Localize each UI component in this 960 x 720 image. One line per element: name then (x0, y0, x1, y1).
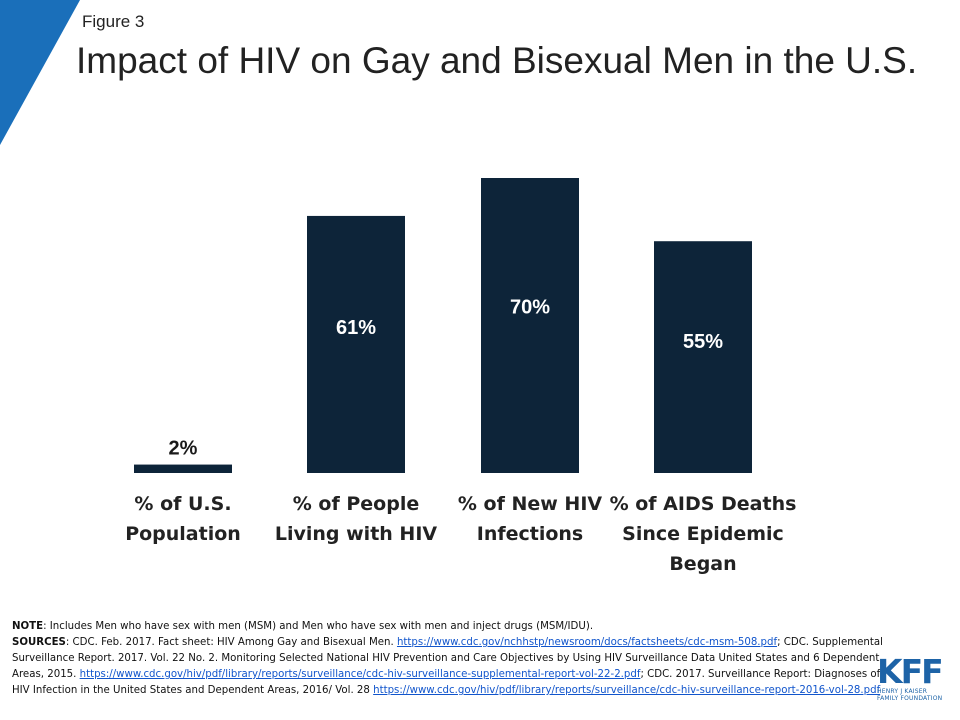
category-label: % of People Living with HIV (274, 493, 438, 545)
corner-accent-stripe (0, 0, 80, 145)
sources-text-1: : CDC. Feb. 2017. Fact sheet: HIV Among … (65, 637, 397, 648)
bar-value-label: 55% (683, 331, 723, 353)
kff-logo-subtitle: HENRY J KAISER FAMILY FOUNDATION (877, 688, 943, 702)
source-link-2[interactable]: https://www.cdc.gov/hiv/pdf/library/repo… (79, 669, 641, 680)
kff-logo: KFF HENRY J KAISER FAMILY FOUNDATION (877, 652, 945, 702)
bar-value-label: 70% (510, 297, 550, 319)
bar (307, 215, 405, 473)
kff-logo-letters: KFF (877, 652, 944, 691)
category-label: % of U.S. Population (125, 493, 241, 545)
category-label: % of AIDS Deaths Since Epidemic Began (609, 493, 797, 575)
bar (481, 178, 579, 473)
bar-chart: 2% 61% 70% 55% (134, 178, 752, 473)
category-label: % of New HIV Infections (457, 493, 603, 545)
source-link-1[interactable]: https://www.cdc.gov/nchhstp/newsroom/doc… (396, 637, 778, 648)
figure-label: Figure 3 (82, 12, 145, 31)
bar (654, 241, 752, 473)
sources-label: SOURCES (12, 637, 66, 648)
bar (134, 464, 232, 473)
sources-text-3: ; CDC. 2017. Surveillance Report: Diagno… (12, 669, 881, 696)
note-label: NOTE (12, 621, 44, 632)
note-text: : Includes Men who have sex with men (MS… (43, 621, 594, 632)
chart-title: Impact of HIV on Gay and Bisexual Men in… (76, 40, 918, 81)
note-line: NOTE: Includes Men who have sex with men… (12, 619, 892, 635)
sources-text-2: ; CDC. Supplemental Surveillance Report.… (12, 637, 883, 680)
bar-value-label: 61% (336, 317, 376, 339)
notes-section: NOTE: Includes Men who have sex with men… (12, 619, 892, 699)
sources-text: SOURCES: CDC. Feb. 2017. Fact sheet: HIV… (12, 635, 892, 699)
source-link-3[interactable]: https://www.cdc.gov/hiv/pdf/library/repo… (373, 685, 881, 696)
bar-value-label: 2% (169, 438, 198, 460)
